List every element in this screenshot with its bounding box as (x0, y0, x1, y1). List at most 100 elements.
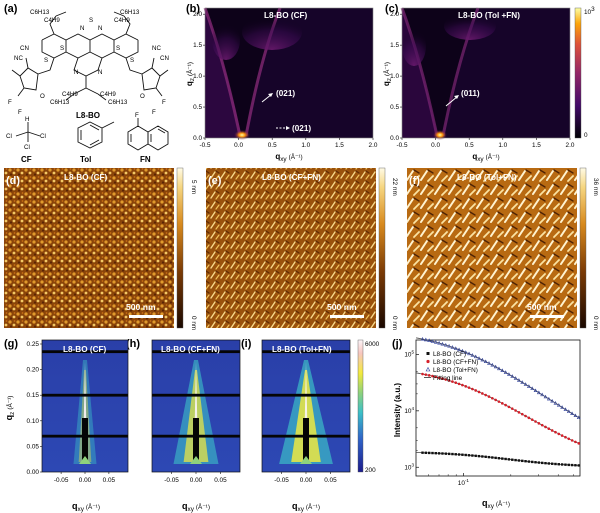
chart-j-series-0-point-1 (424, 451, 428, 455)
chart-j-series-0-point-32 (527, 460, 531, 463)
chart-j-series-1-point-21 (491, 396, 494, 400)
chart-j-series-0-point-46 (574, 464, 577, 467)
chart-j-legend-marker-1 (426, 359, 430, 364)
gis-g-detector-gap-0 (42, 350, 128, 354)
chart-j-series-2-point-6 (440, 341, 445, 346)
chart-j-series-0-point-26 (507, 458, 511, 461)
chart-j-series-2-point-18 (480, 357, 485, 362)
chart-j-series-2-point-39 (550, 398, 555, 403)
chart-j-series-2-point-0 (420, 336, 425, 341)
chart-j-series-1-point-30 (520, 412, 524, 416)
afm-f-colorbar (579, 167, 587, 329)
chart-j-series-2-point-45 (570, 411, 574, 415)
gis-g-ytick-label-2: 0.10 (27, 418, 40, 425)
giwaxs-c-axes: -0.5 0.0 0.5 1.0 1.5 2.00.00.51.01.52.0 (390, 11, 575, 149)
giwaxs-c-axes-ytick-label-3: 1.5 (390, 42, 399, 49)
chain-label-4: C4H9 (114, 17, 130, 24)
afm-d-cbar-top: 5 nm (190, 180, 197, 194)
gis-i-xtick-label-0: -0.05 (274, 477, 289, 484)
afm-f-image (407, 168, 577, 328)
gis-i-yoneda-peak (300, 456, 312, 464)
cf-atom-h: H (25, 116, 29, 123)
giwaxs-b-pi-arc-left (212, 20, 240, 60)
chart-j-series-1-point-34 (534, 420, 537, 423)
chart-j-series-1-point-27 (510, 407, 514, 410)
giwaxs-c-xlabel: qxy (Å⁻¹) (472, 152, 499, 163)
solvent-name-cf: CF (21, 155, 32, 164)
chart-j-series-1-point-40 (554, 430, 557, 434)
solvent-fn: F FN (127, 112, 169, 164)
chart-j-series-2-point-17 (477, 356, 481, 360)
chart-j-series-1-point-35 (537, 422, 541, 425)
chart-j-series-1-point-19 (484, 393, 487, 397)
atom-s2: S (60, 45, 64, 52)
chart-j-series-2-point-42 (560, 405, 565, 409)
chain-label-5: C4H9 (62, 91, 78, 98)
chart-j-series-1-point-42 (560, 434, 564, 437)
afm-f-scale-bar (530, 315, 564, 318)
chart-j-series-1-point-2 (427, 374, 431, 377)
chart-j-series-1-point-38 (547, 427, 551, 431)
giwaxs-b-axes-xtick-label-5: 2.0 (369, 142, 378, 149)
gisaxs-colorbar-min: 200 (365, 467, 376, 474)
chart-j-series-0-point-12 (461, 453, 464, 456)
chart-j-series-2-point-43 (563, 407, 568, 411)
panel-b: (b) L8-BO (CF) (021) (021) -0.5 0.0 0.5 1.0… (185, 3, 378, 163)
chart-j-legend-label-1: L8-BO (CF+FN) (433, 359, 478, 366)
chart-j-series-2-point-41 (556, 403, 561, 407)
giwaxs-b-axes-ytick-label-2: 1.0 (193, 73, 202, 80)
chart-j-series-2-point-19 (483, 359, 488, 364)
giwaxs-c-missing-wedge-right (442, 8, 570, 138)
gisaxs-g-label: (g) (4, 338, 18, 350)
chart-j-series-2-point-37 (543, 394, 548, 399)
chart-j-legend-marker-0 (426, 352, 430, 355)
chart-j-series-0-point-10 (454, 453, 457, 456)
chart-j: 103 104 105 10-1 L8-BO (CF)L8-BO (CF+FN)L8-B… (404, 336, 581, 487)
giwaxs-c-axes-xtick-label-3: 1.0 (498, 142, 507, 149)
panel-c-label: (c) (385, 3, 399, 15)
chart-j-series-0-point-21 (491, 456, 494, 459)
atom-n1: N (80, 25, 84, 32)
chart-j-series-2-point-11 (457, 347, 461, 352)
chart-j-series-2-point-40 (553, 401, 558, 405)
chart-j-series-0-point-41 (557, 463, 561, 466)
chart-j-series-1-point-16 (474, 389, 478, 392)
atom-s1: S (89, 17, 93, 24)
solvent-name-fn: FN (140, 155, 151, 164)
gisaxs-h-label: (h) (126, 338, 140, 350)
chart-j-series-0-point-30 (521, 459, 524, 463)
gisaxs-colorbar (357, 339, 364, 473)
gis-h-xtick-label-1: 0.00 (190, 477, 203, 484)
chart-j-series-0-point-13 (464, 453, 467, 457)
chart-j-series-0-point-8 (447, 452, 451, 456)
chart-j-series-0-point-4 (434, 451, 438, 455)
afm-e-cbar-top: 22 nm (391, 178, 398, 196)
afm-e-image (206, 168, 376, 328)
chart-j-series-2-point-36 (540, 392, 545, 397)
giwaxs-b-arrowhead-2 (286, 126, 290, 130)
gis-g-ytick-label-4: 0.20 (27, 367, 40, 374)
giwaxs-c-axes-ytick-label-1: 0.5 (390, 104, 399, 111)
chart-j-series-1-point-24 (500, 402, 504, 405)
fn-atom-f: F (135, 112, 139, 119)
atom-s5: S (130, 57, 134, 64)
gisaxs-i-plot: -0.05 0.00 0.05 (261, 339, 351, 484)
atom-n2: N (98, 25, 102, 32)
cf-atom-cl2: Cl (40, 133, 46, 140)
giwaxs-b-axes-ytick-label-1: 0.5 (193, 104, 202, 111)
chart-j-series-0-point-22 (494, 456, 497, 460)
chart-j-series-2-point-12 (460, 348, 465, 353)
panel-e: (e) L8-BO (CF+FN) 500 nm 22 nm 0 nm (206, 167, 398, 330)
giwaxs-c-axes-xtick-label-5: 2.0 (566, 142, 575, 149)
giwaxs-b-title: L8-BO (CF) (264, 11, 307, 20)
gis-i-detector-gap-0 (262, 350, 350, 354)
giwaxs-c-axes-xtick-label-1: 0.0 (431, 142, 440, 149)
chart-j-series-0-point-17 (477, 454, 481, 458)
giwaxs-c-ylabel: qz(Å⁻¹) (382, 62, 393, 86)
chart-j-series-0-point-14 (467, 454, 471, 457)
chart-j-series-2-point-23 (497, 366, 501, 371)
gis-g-detector-gap-2 (42, 434, 128, 438)
chart-j-series-2-point-38 (546, 396, 551, 401)
chart-j-series-2-point-20 (487, 361, 491, 365)
chart-j-series-1-point-25 (504, 403, 507, 407)
